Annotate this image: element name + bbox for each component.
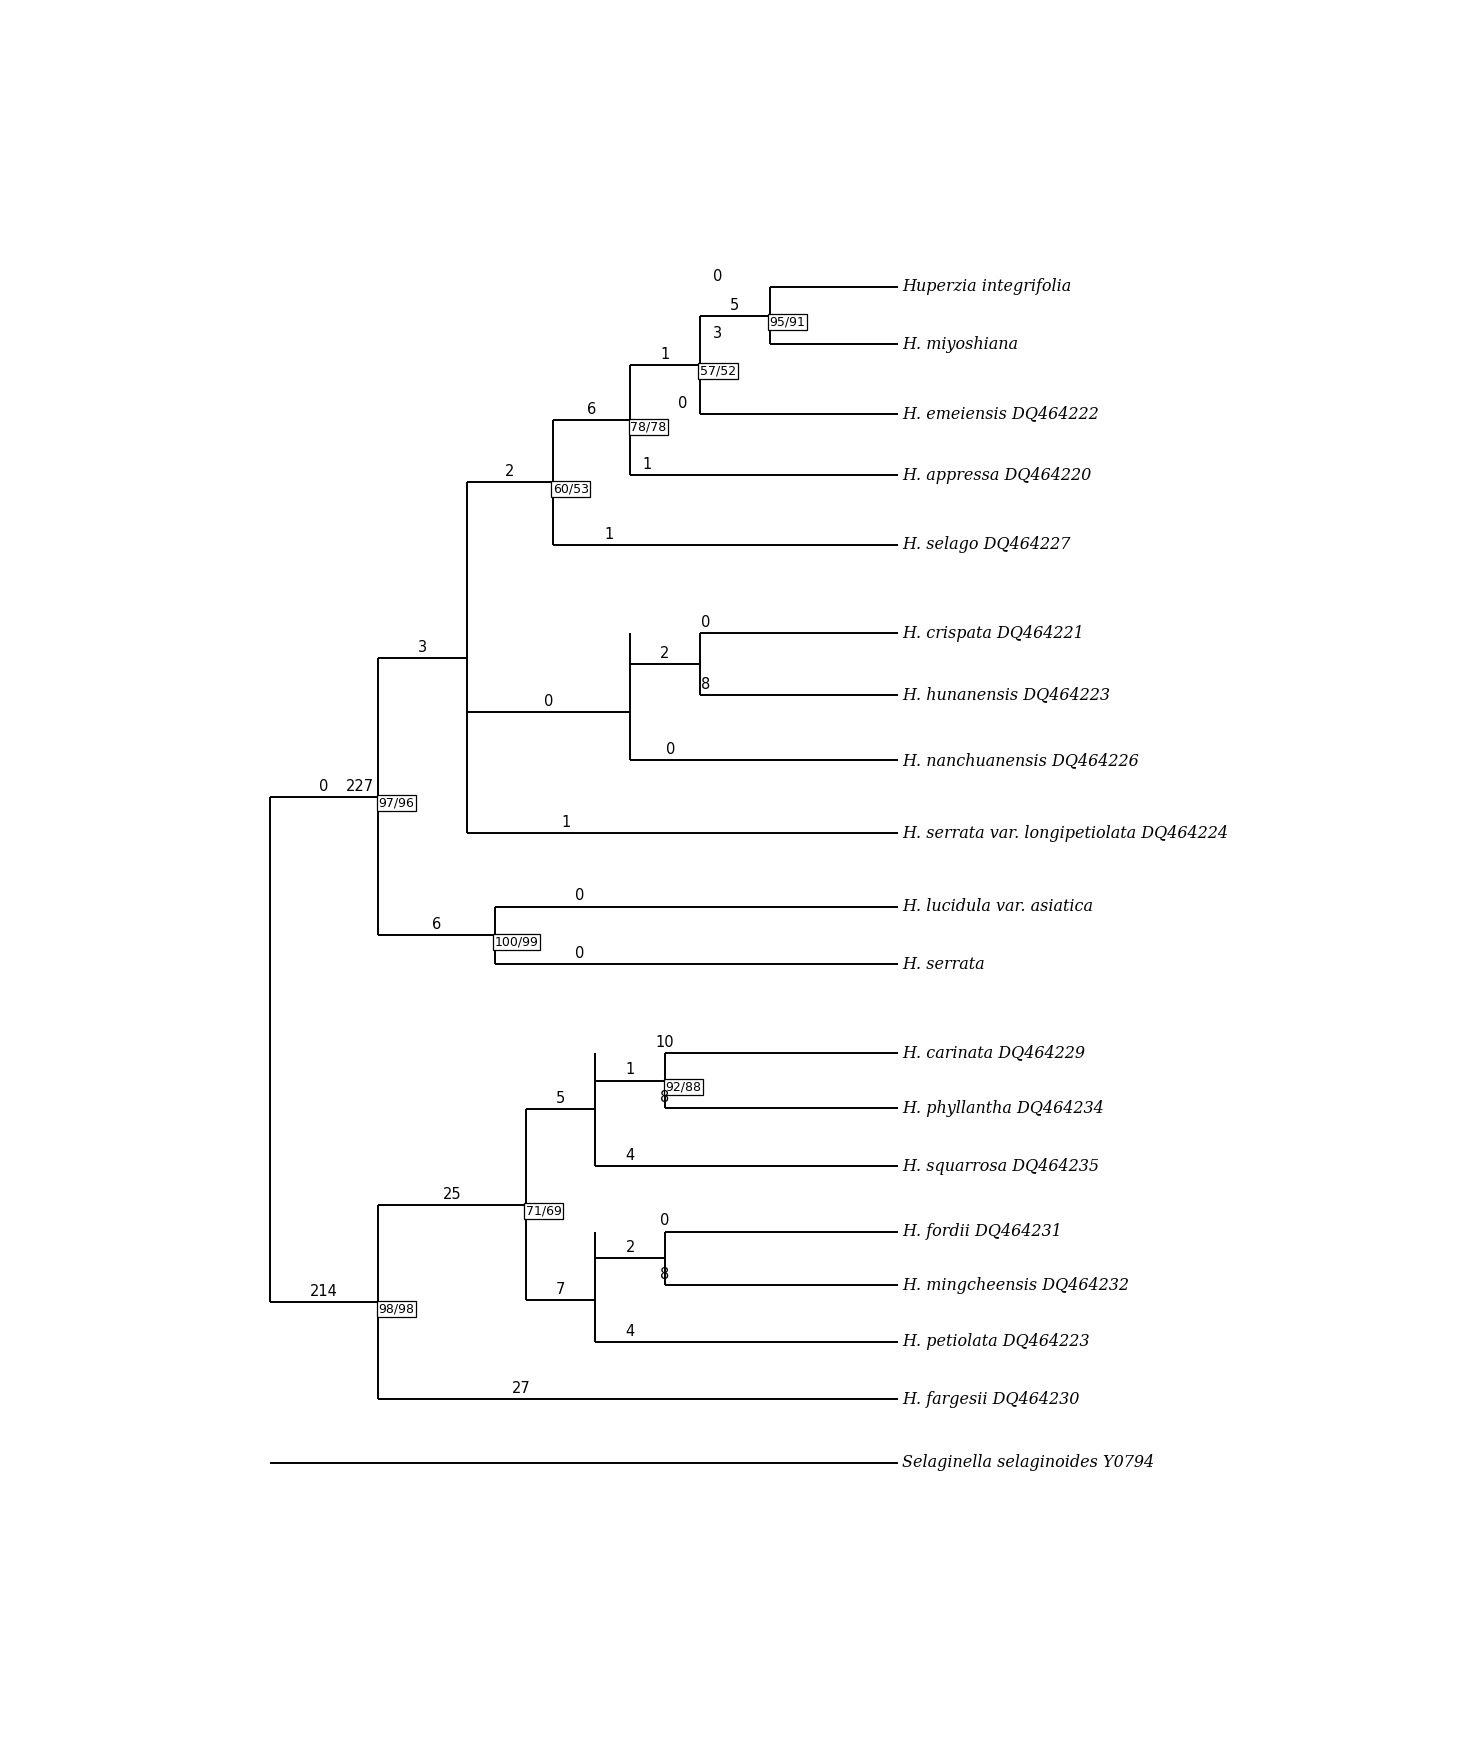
Text: 10: 10 [655,1035,675,1051]
Text: 8: 8 [701,677,710,691]
Text: 6: 6 [432,917,441,933]
Text: 4: 4 [626,1147,635,1163]
Text: H. phyllantha DQ464234: H. phyllantha DQ464234 [902,1100,1104,1117]
Text: 27: 27 [512,1382,531,1396]
Text: 0: 0 [713,268,722,284]
Text: 1: 1 [561,816,571,830]
Text: 1: 1 [604,526,614,542]
Text: H. selago DQ464227: H. selago DQ464227 [902,537,1070,553]
Text: 95/91: 95/91 [769,316,806,328]
Text: H. appressa DQ464220: H. appressa DQ464220 [902,467,1091,484]
Text: 227: 227 [347,779,375,793]
Text: 0: 0 [660,1214,670,1228]
Text: 0: 0 [545,695,554,709]
Text: 8: 8 [660,1091,670,1105]
Text: H. fordii DQ464231: H. fordii DQ464231 [902,1223,1061,1240]
Text: H. serrata: H. serrata [902,956,984,973]
Text: 98/98: 98/98 [378,1301,415,1316]
Text: H. petiolata DQ464223: H. petiolata DQ464223 [902,1333,1089,1351]
Text: H. emeiensis DQ464222: H. emeiensis DQ464222 [902,405,1100,423]
Text: 71/69: 71/69 [525,1205,561,1217]
Text: 2: 2 [505,465,515,479]
Text: 2: 2 [626,1240,635,1256]
Text: 0: 0 [576,889,584,903]
Text: 3: 3 [713,326,722,342]
Text: 1: 1 [644,458,652,472]
Text: Huperzia integrifolia: Huperzia integrifolia [902,279,1072,295]
Text: H. carinata DQ464229: H. carinata DQ464229 [902,1044,1085,1061]
Text: H. lucidula var. asiatica: H. lucidula var. asiatica [902,898,1094,916]
Text: 4: 4 [626,1324,635,1338]
Text: H. miyoshiana: H. miyoshiana [902,337,1018,353]
Text: 0: 0 [677,396,688,410]
Text: 100/99: 100/99 [494,935,539,949]
Text: 2: 2 [660,645,670,661]
Text: H. serrata var. longipetiolata DQ464224: H. serrata var. longipetiolata DQ464224 [902,824,1228,842]
Text: H. crispata DQ464221: H. crispata DQ464221 [902,624,1083,642]
Text: Selaginella selaginoides Y0794: Selaginella selaginoides Y0794 [902,1454,1154,1472]
Text: 60/53: 60/53 [552,482,589,495]
Text: 78/78: 78/78 [630,419,666,433]
Text: H. mingcheensis DQ464232: H. mingcheensis DQ464232 [902,1277,1129,1294]
Text: 5: 5 [556,1091,565,1107]
Text: 1: 1 [626,1063,635,1077]
Text: 8: 8 [660,1268,670,1282]
Text: 92/88: 92/88 [666,1080,701,1093]
Text: 1: 1 [660,347,670,361]
Text: 3: 3 [418,640,428,654]
Text: 25: 25 [443,1187,461,1201]
Text: 214: 214 [310,1284,338,1300]
Text: 7: 7 [555,1282,565,1296]
Text: H. hunanensis DQ464223: H. hunanensis DQ464223 [902,686,1110,703]
Text: 0: 0 [701,616,710,630]
Text: 0: 0 [666,742,676,758]
Text: H. squarrosa DQ464235: H. squarrosa DQ464235 [902,1158,1100,1175]
Text: 97/96: 97/96 [378,796,415,810]
Text: 0: 0 [319,779,329,793]
Text: 5: 5 [731,298,739,312]
Text: 0: 0 [576,945,584,961]
Text: H. fargesii DQ464230: H. fargesii DQ464230 [902,1391,1079,1408]
Text: H. nanchuanensis DQ464226: H. nanchuanensis DQ464226 [902,752,1139,768]
Text: 6: 6 [587,402,596,417]
Text: 57/52: 57/52 [700,365,737,377]
